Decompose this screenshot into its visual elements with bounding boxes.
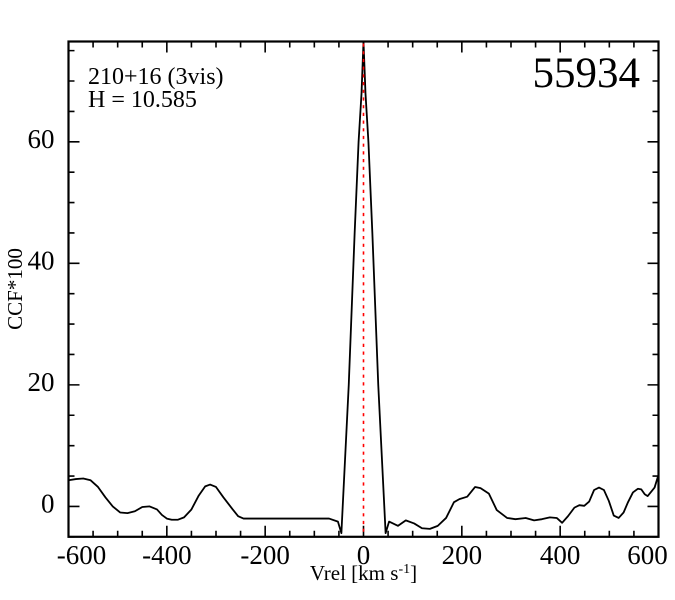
- svg-text:-200: -200: [240, 540, 290, 570]
- svg-text:H = 10.585: H = 10.585: [88, 87, 197, 113]
- svg-text:600: 600: [627, 540, 668, 570]
- svg-text:55934: 55934: [533, 50, 641, 97]
- svg-text:0: 0: [41, 489, 55, 519]
- svg-text:400: 400: [540, 540, 581, 570]
- svg-text:CCF*100: CCF*100: [3, 248, 27, 330]
- svg-text:200: 200: [442, 540, 483, 570]
- svg-text:-600: -600: [57, 540, 107, 570]
- svg-text:-400: -400: [142, 540, 192, 570]
- svg-text:20: 20: [28, 367, 55, 397]
- svg-text:40: 40: [28, 246, 55, 276]
- svg-text:60: 60: [28, 124, 55, 154]
